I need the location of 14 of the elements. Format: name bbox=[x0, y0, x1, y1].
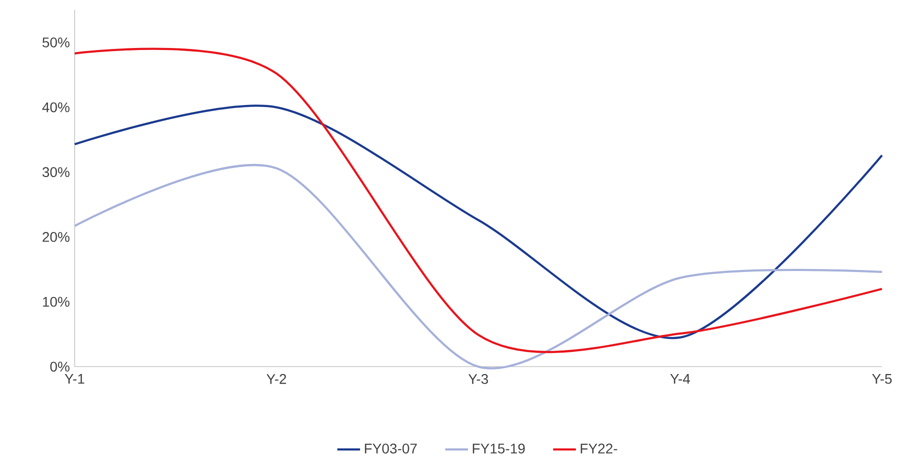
legend-label: FY03-07 bbox=[364, 444, 417, 454]
legend-label: FY22- bbox=[580, 444, 618, 454]
y-tick-label: 0% bbox=[50, 362, 70, 372]
legend-label: FY15-19 bbox=[472, 444, 525, 454]
x-tick-label: Y-2 bbox=[266, 374, 286, 384]
y-tick-label: 30% bbox=[42, 167, 70, 178]
x-tick-label: Y-1 bbox=[64, 374, 84, 384]
y-tick-label: 20% bbox=[42, 232, 70, 242]
x-tick-label: Y-4 bbox=[670, 374, 690, 384]
y-tick-label: 50% bbox=[42, 38, 70, 48]
x-tick-label: Y-3 bbox=[468, 374, 488, 384]
x-tick-label: Y-5 bbox=[872, 374, 892, 384]
y-tick-label: 10% bbox=[43, 297, 70, 307]
y-tick-label: 40% bbox=[42, 102, 70, 112]
